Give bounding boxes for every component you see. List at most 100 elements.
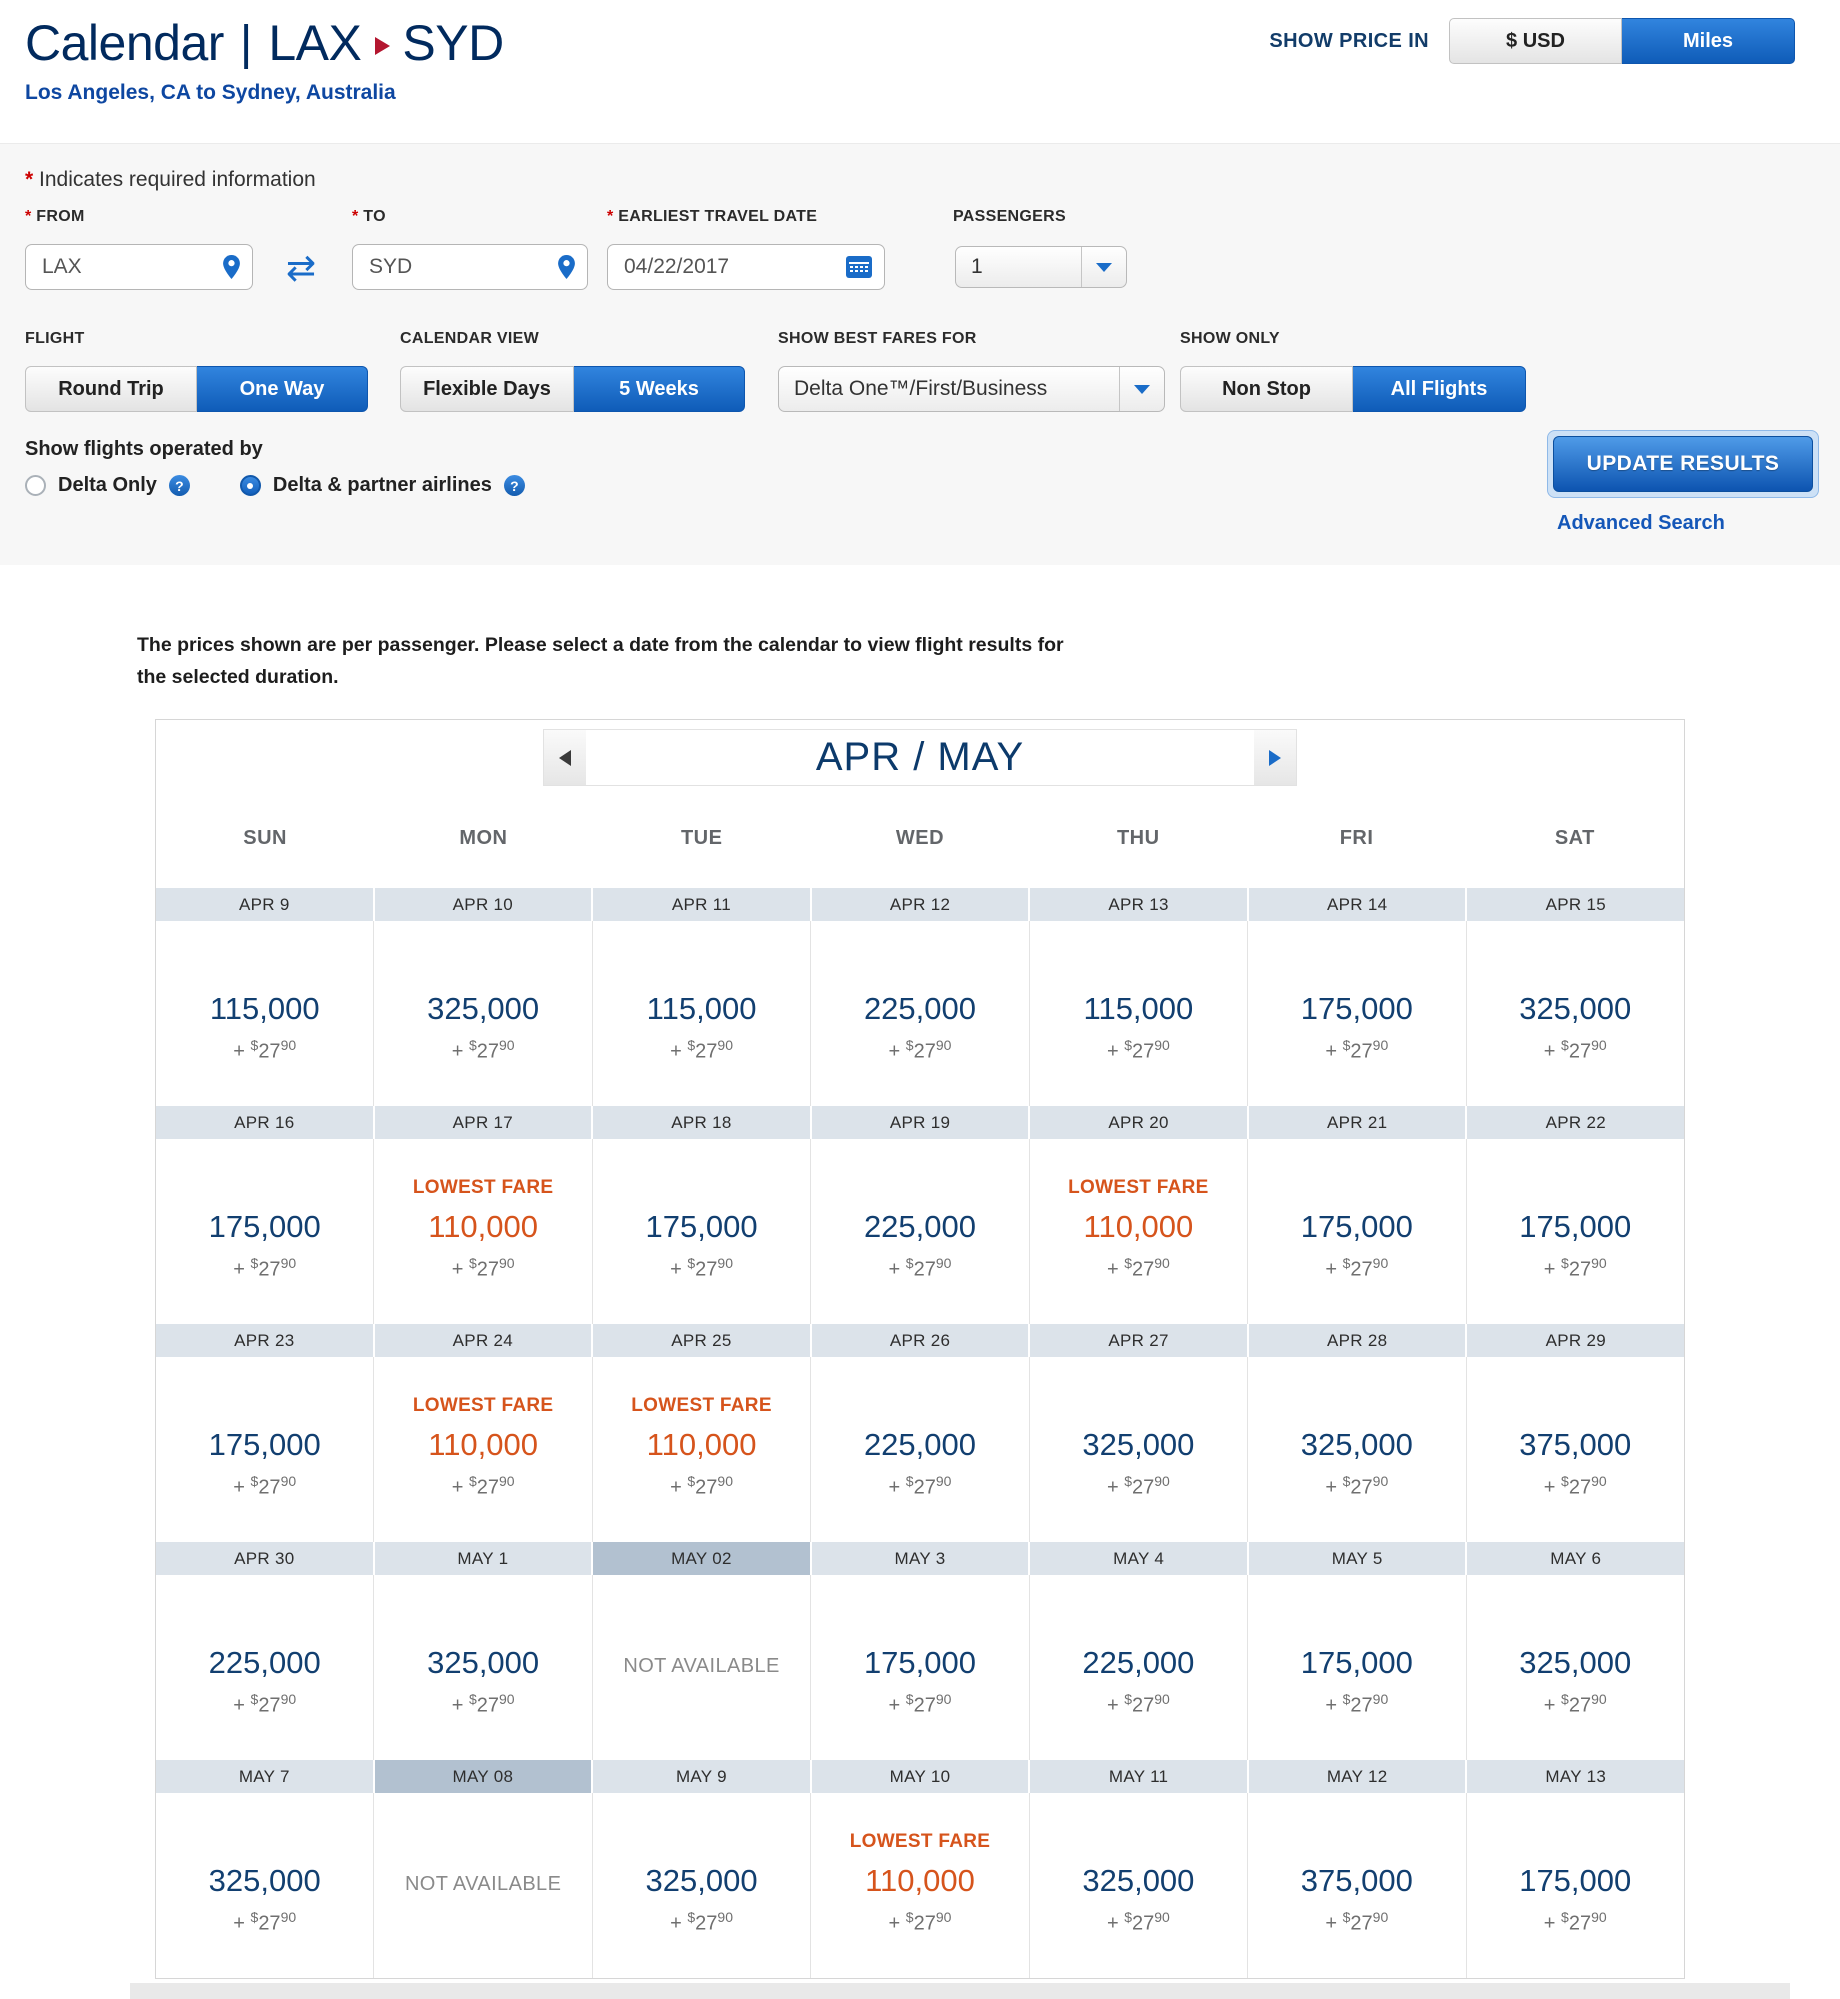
- fare-cell[interactable]: LOWEST FARE110,000+ $2790: [1030, 1139, 1248, 1324]
- help-icon[interactable]: ?: [504, 475, 525, 496]
- fare-cell[interactable]: 225,000+ $2790: [811, 1139, 1029, 1324]
- date-cell[interactable]: MAY 1: [375, 1542, 594, 1575]
- date-cell[interactable]: MAY 12: [1249, 1760, 1468, 1793]
- date-cell[interactable]: APR 22: [1467, 1106, 1684, 1139]
- from-field[interactable]: [25, 244, 253, 290]
- date-cell[interactable]: MAY 5: [1249, 1542, 1468, 1575]
- usd-toggle-button[interactable]: $ USD: [1449, 18, 1622, 64]
- all-flights-button[interactable]: All Flights: [1353, 366, 1526, 412]
- fare-cell[interactable]: 175,000+ $2790: [811, 1575, 1029, 1760]
- fare-cell[interactable]: 175,000+ $2790: [1467, 1139, 1684, 1324]
- passengers-value: 1: [956, 247, 1081, 287]
- from-input[interactable]: [30, 255, 177, 279]
- best-fares-select[interactable]: Delta One™/First/Business: [778, 366, 1165, 412]
- date-cell[interactable]: APR 25: [593, 1324, 812, 1357]
- taxes-fees: + $2790: [156, 1473, 373, 1500]
- date-cell[interactable]: APR 27: [1030, 1324, 1249, 1357]
- date-cell[interactable]: APR 23: [156, 1324, 375, 1357]
- fare-cell[interactable]: LOWEST FARE110,000+ $2790: [811, 1793, 1029, 1978]
- date-cell[interactable]: APR 19: [812, 1106, 1031, 1139]
- fare-cell[interactable]: 325,000+ $2790: [1248, 1357, 1466, 1542]
- to-field[interactable]: [352, 244, 588, 290]
- fare-cell[interactable]: 175,000+ $2790: [156, 1357, 374, 1542]
- bottom-strip: [130, 1983, 1790, 1999]
- passengers-select[interactable]: 1: [955, 246, 1127, 288]
- one-way-button[interactable]: One Way: [197, 366, 368, 412]
- date-cell[interactable]: APR 18: [593, 1106, 812, 1139]
- fare-cell[interactable]: 375,000+ $2790: [1248, 1793, 1466, 1978]
- fare-cell[interactable]: 175,000+ $2790: [1467, 1793, 1684, 1978]
- date-cell[interactable]: MAY 7: [156, 1760, 375, 1793]
- date-cell[interactable]: MAY 08: [375, 1760, 594, 1793]
- date-cell[interactable]: APR 10: [375, 888, 594, 921]
- fare-cell[interactable]: 325,000+ $2790: [156, 1793, 374, 1978]
- date-cell[interactable]: APR 24: [375, 1324, 594, 1357]
- five-weeks-button[interactable]: 5 Weeks: [574, 366, 745, 412]
- taxes-fees: + $2790: [1248, 1691, 1465, 1718]
- next-month-button[interactable]: [1254, 730, 1296, 785]
- fare-cell[interactable]: 325,000+ $2790: [374, 921, 592, 1106]
- fare-cell[interactable]: 225,000+ $2790: [811, 921, 1029, 1106]
- date-cell[interactable]: APR 26: [812, 1324, 1031, 1357]
- fare-cell[interactable]: 225,000+ $2790: [156, 1575, 374, 1760]
- advanced-search-link[interactable]: Advanced Search: [1557, 512, 1725, 535]
- date-cell[interactable]: APR 13: [1030, 888, 1249, 921]
- prev-month-button[interactable]: [544, 730, 586, 785]
- fare-cell[interactable]: 175,000+ $2790: [1248, 921, 1466, 1106]
- non-stop-button[interactable]: Non Stop: [1180, 366, 1353, 412]
- date-cell[interactable]: MAY 4: [1030, 1542, 1249, 1575]
- fare-cell[interactable]: 115,000+ $2790: [1030, 921, 1248, 1106]
- fare-cell[interactable]: 175,000+ $2790: [156, 1139, 374, 1324]
- date-cell[interactable]: APR 28: [1249, 1324, 1468, 1357]
- date-cell[interactable]: APR 9: [156, 888, 375, 921]
- travel-date-input[interactable]: [612, 255, 794, 279]
- delta-only-radio[interactable]: [25, 475, 46, 496]
- fare-cell[interactable]: LOWEST FARE110,000+ $2790: [593, 1357, 811, 1542]
- round-trip-button[interactable]: Round Trip: [25, 366, 197, 412]
- fare-cell[interactable]: 325,000+ $2790: [1030, 1793, 1248, 1978]
- date-cell[interactable]: APR 29: [1467, 1324, 1684, 1357]
- date-cell[interactable]: APR 20: [1030, 1106, 1249, 1139]
- date-cell[interactable]: MAY 3: [812, 1542, 1031, 1575]
- fare-cell[interactable]: 325,000+ $2790: [374, 1575, 592, 1760]
- fare-cell[interactable]: LOWEST FARE110,000+ $2790: [374, 1357, 592, 1542]
- help-icon[interactable]: ?: [169, 475, 190, 496]
- fare-cell[interactable]: 325,000+ $2790: [1467, 1575, 1684, 1760]
- date-cell[interactable]: MAY 13: [1467, 1760, 1684, 1793]
- best-fares-dropdown-arrow[interactable]: [1119, 367, 1164, 411]
- fare-cell[interactable]: LOWEST FARE110,000+ $2790: [374, 1139, 592, 1324]
- taxes-fees: + $2790: [1248, 1037, 1465, 1064]
- date-cell[interactable]: APR 12: [812, 888, 1031, 921]
- swap-airports-button[interactable]: ⇄: [286, 250, 316, 286]
- fare-cell[interactable]: 115,000+ $2790: [156, 921, 374, 1106]
- date-cell[interactable]: APR 14: [1249, 888, 1468, 921]
- date-cell[interactable]: MAY 02: [593, 1542, 812, 1575]
- fare-cell[interactable]: 225,000+ $2790: [1030, 1575, 1248, 1760]
- date-cell[interactable]: APR 11: [593, 888, 812, 921]
- date-cell[interactable]: APR 30: [156, 1542, 375, 1575]
- date-cell[interactable]: MAY 10: [812, 1760, 1031, 1793]
- date-cell[interactable]: APR 15: [1467, 888, 1684, 921]
- fare-cell[interactable]: 325,000+ $2790: [1467, 921, 1684, 1106]
- fare-cell[interactable]: 175,000+ $2790: [1248, 1575, 1466, 1760]
- update-results-button[interactable]: UPDATE RESULTS: [1553, 436, 1813, 492]
- fare-cell[interactable]: 225,000+ $2790: [811, 1357, 1029, 1542]
- date-cell[interactable]: APR 16: [156, 1106, 375, 1139]
- flexible-days-button[interactable]: Flexible Days: [400, 366, 574, 412]
- to-input[interactable]: [357, 255, 510, 279]
- fare-cell[interactable]: 375,000+ $2790: [1467, 1357, 1684, 1542]
- fare-cell[interactable]: 325,000+ $2790: [1030, 1357, 1248, 1542]
- date-cell[interactable]: APR 21: [1249, 1106, 1468, 1139]
- fare-cell[interactable]: 115,000+ $2790: [593, 921, 811, 1106]
- delta-partner-radio[interactable]: [240, 475, 261, 496]
- miles-toggle-button[interactable]: Miles: [1622, 18, 1795, 64]
- fare-cell[interactable]: 175,000+ $2790: [1248, 1139, 1466, 1324]
- date-cell[interactable]: MAY 6: [1467, 1542, 1684, 1575]
- date-cell[interactable]: MAY 9: [593, 1760, 812, 1793]
- passengers-dropdown-arrow[interactable]: [1081, 247, 1126, 287]
- date-cell[interactable]: MAY 11: [1030, 1760, 1249, 1793]
- travel-date-field[interactable]: [607, 244, 885, 290]
- date-cell[interactable]: APR 17: [375, 1106, 594, 1139]
- fare-cell[interactable]: 325,000+ $2790: [593, 1793, 811, 1978]
- fare-cell[interactable]: 175,000+ $2790: [593, 1139, 811, 1324]
